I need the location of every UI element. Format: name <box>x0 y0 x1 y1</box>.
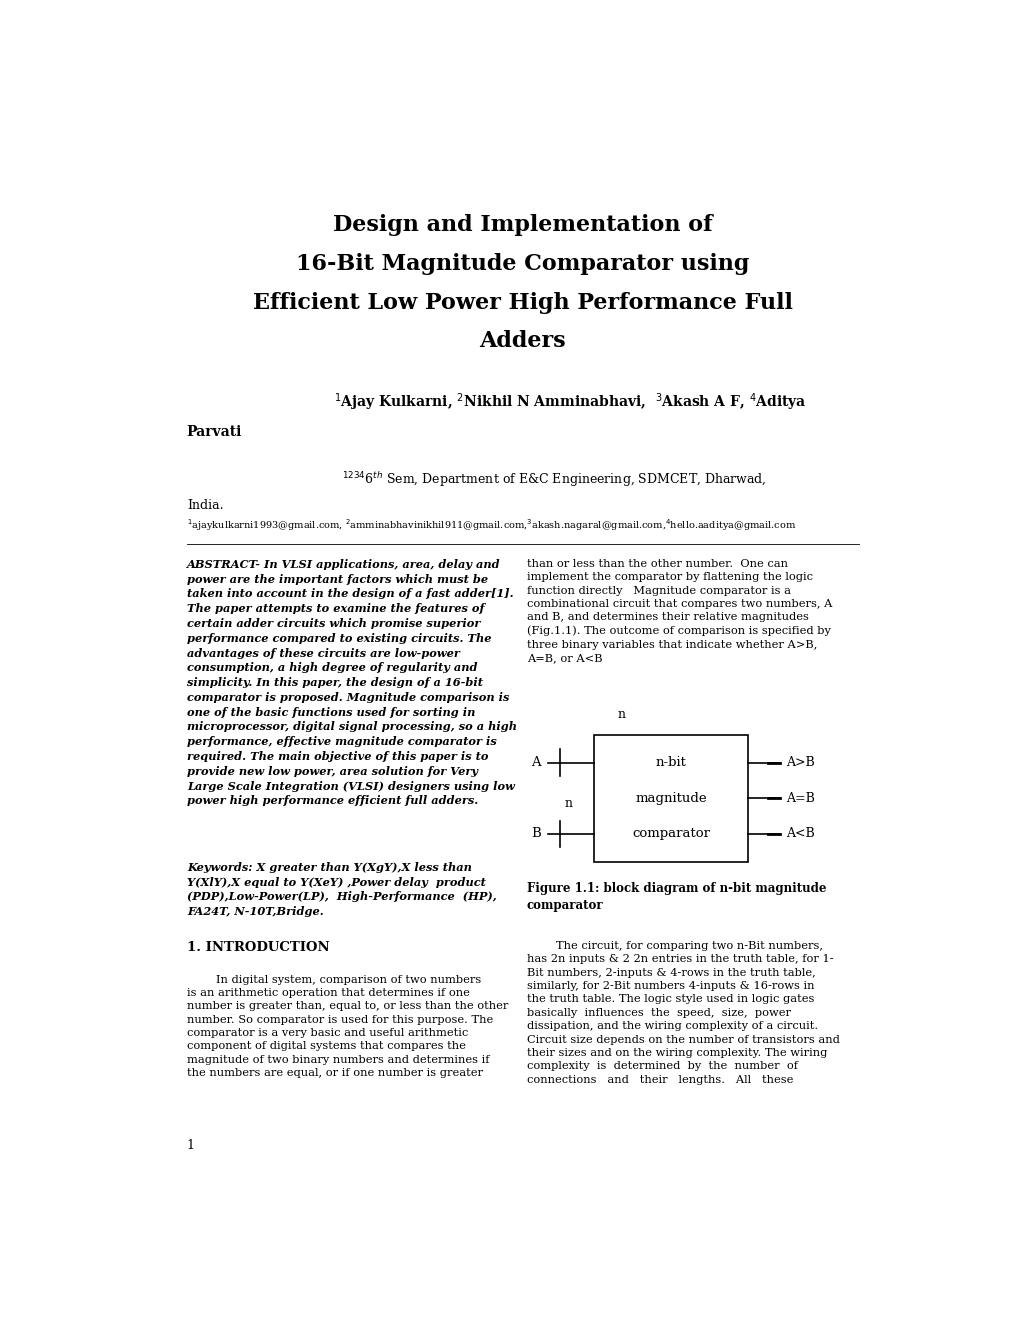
Text: $^1$ajaykulkarni1993@gmail.com, $^2$amminabhavinikhil911@gmail.com,$^3$akash.nag: $^1$ajaykulkarni1993@gmail.com, $^2$ammi… <box>186 517 795 533</box>
Text: ABSTRACT- In VLSI applications, area, delay and
power are the important factors : ABSTRACT- In VLSI applications, area, de… <box>186 558 517 807</box>
Text: n: n <box>618 708 625 721</box>
Text: than or less than the other number.  One can
implement the comparator by flatten: than or less than the other number. One … <box>526 558 832 663</box>
Text: $^{1234}$6$^{th}$ Sem, Department of E&C Engineering, SDMCET, Dharwad,: $^{1234}$6$^{th}$ Sem, Department of E&C… <box>341 470 766 490</box>
Text: Keywords: X greater than Y(XgY),X less than
Y(XlY),X equal to Y(XeY) ,Power dela: Keywords: X greater than Y(XgY),X less t… <box>186 862 496 917</box>
Text: A>B: A>B <box>786 756 814 770</box>
Text: 1: 1 <box>186 1139 195 1152</box>
Text: In digital system, comparison of two numbers
is an arithmetic operation that det: In digital system, comparison of two num… <box>186 974 507 1078</box>
Text: A<B: A<B <box>786 828 814 841</box>
Text: $^1$Ajay Kulkarni, $^2$Nikhil N Amminabhavi,  $^3$Akash A F, $^4$Aditya: $^1$Ajay Kulkarni, $^2$Nikhil N Amminabh… <box>333 391 806 413</box>
Text: Efficient Low Power High Performance Full: Efficient Low Power High Performance Ful… <box>253 292 792 314</box>
Text: Parvati: Parvati <box>186 425 242 438</box>
Text: A: A <box>531 756 540 770</box>
Text: B: B <box>531 828 540 841</box>
Text: India.: India. <box>186 499 223 512</box>
Text: 1. INTRODUCTION: 1. INTRODUCTION <box>186 941 329 954</box>
Text: A=B: A=B <box>786 792 814 805</box>
Text: 16-Bit Magnitude Comparator using: 16-Bit Magnitude Comparator using <box>296 253 749 275</box>
Text: Design and Implementation of: Design and Implementation of <box>332 214 712 236</box>
Text: comparator: comparator <box>632 828 709 841</box>
Text: The circuit, for comparing two n-Bit numbers,
has 2n inputs & 2 2n entries in th: The circuit, for comparing two n-Bit num… <box>526 941 839 1085</box>
Text: Adders: Adders <box>479 330 566 352</box>
Text: magnitude: magnitude <box>635 792 706 805</box>
Text: n: n <box>565 797 572 809</box>
Text: n-bit: n-bit <box>655 756 686 770</box>
Text: Figure 1.1: block diagram of n-bit magnitude
comparator: Figure 1.1: block diagram of n-bit magni… <box>526 882 825 912</box>
Bar <box>593 735 747 862</box>
